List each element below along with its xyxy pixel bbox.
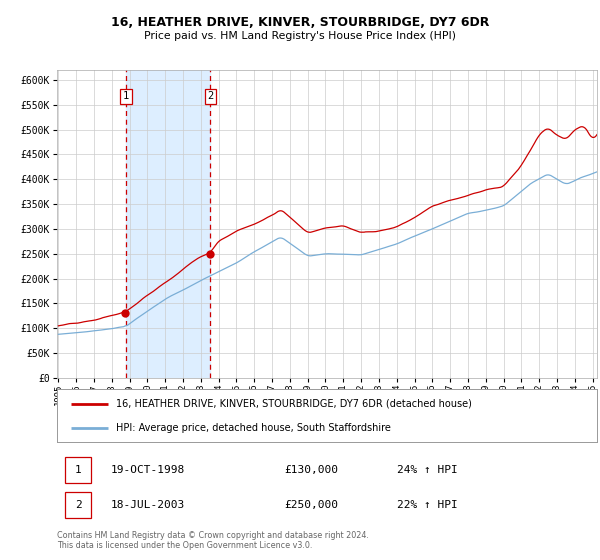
Text: 1: 1 bbox=[123, 91, 129, 101]
Text: 2: 2 bbox=[208, 91, 214, 101]
Text: Contains HM Land Registry data © Crown copyright and database right 2024.
This d: Contains HM Land Registry data © Crown c… bbox=[57, 531, 369, 550]
Text: 24% ↑ HPI: 24% ↑ HPI bbox=[397, 465, 458, 475]
FancyBboxPatch shape bbox=[65, 492, 91, 518]
Text: 22% ↑ HPI: 22% ↑ HPI bbox=[397, 500, 458, 510]
Text: £130,000: £130,000 bbox=[284, 465, 338, 475]
Text: Price paid vs. HM Land Registry's House Price Index (HPI): Price paid vs. HM Land Registry's House … bbox=[144, 31, 456, 41]
Bar bbox=[126, 70, 211, 378]
Text: 19-OCT-1998: 19-OCT-1998 bbox=[111, 465, 185, 475]
Text: 1: 1 bbox=[74, 465, 82, 475]
Text: £250,000: £250,000 bbox=[284, 500, 338, 510]
Text: 16, HEATHER DRIVE, KINVER, STOURBRIDGE, DY7 6DR (detached house): 16, HEATHER DRIVE, KINVER, STOURBRIDGE, … bbox=[116, 399, 472, 409]
Text: 18-JUL-2003: 18-JUL-2003 bbox=[111, 500, 185, 510]
Text: HPI: Average price, detached house, South Staffordshire: HPI: Average price, detached house, Sout… bbox=[116, 423, 391, 433]
FancyBboxPatch shape bbox=[65, 456, 91, 483]
Text: 16, HEATHER DRIVE, KINVER, STOURBRIDGE, DY7 6DR: 16, HEATHER DRIVE, KINVER, STOURBRIDGE, … bbox=[111, 16, 489, 29]
Text: 2: 2 bbox=[74, 500, 82, 510]
